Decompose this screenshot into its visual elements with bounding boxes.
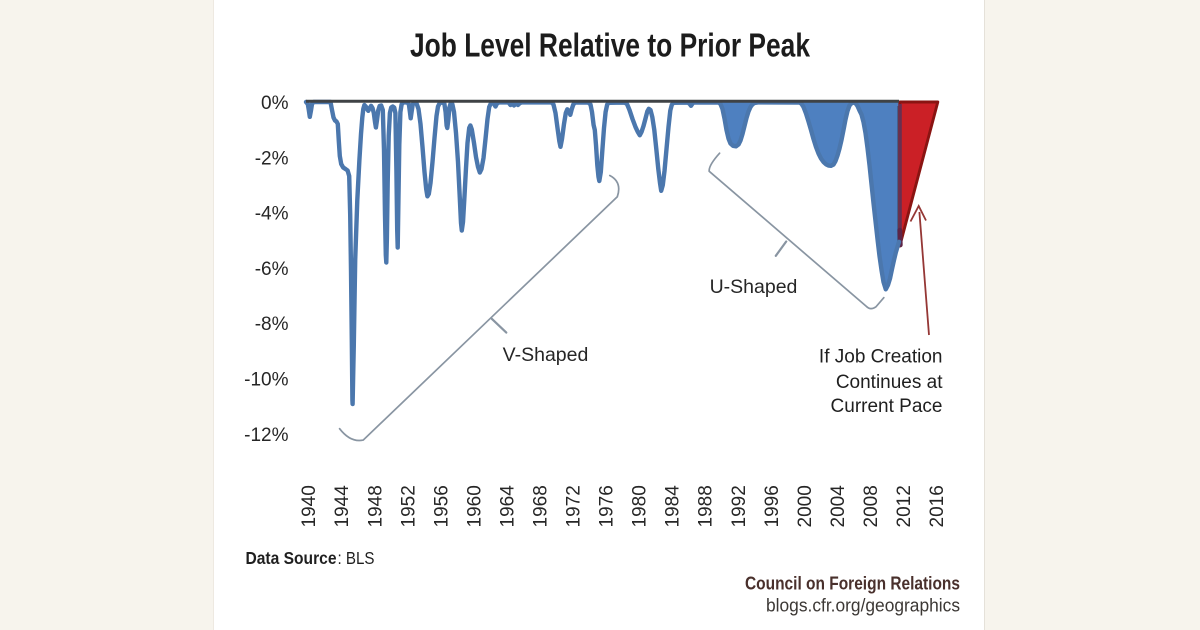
svg-text:-2%: -2% — [255, 148, 289, 169]
svg-text:2008: 2008 — [861, 485, 882, 527]
svg-text:1976: 1976 — [597, 485, 618, 527]
svg-text:0%: 0% — [261, 93, 289, 114]
svg-text:1996: 1996 — [762, 485, 783, 527]
svg-text:Continues at: Continues at — [836, 372, 943, 393]
svg-text:2016: 2016 — [927, 485, 948, 527]
svg-text:If Job Creation: If Job Creation — [819, 347, 943, 368]
svg-text:1948: 1948 — [365, 485, 386, 527]
svg-text:2004: 2004 — [828, 485, 849, 528]
svg-text:1984: 1984 — [663, 485, 684, 528]
svg-text:U-Shaped: U-Shaped — [710, 276, 798, 298]
svg-text:V-Shaped: V-Shaped — [503, 344, 589, 366]
svg-text:1980: 1980 — [630, 485, 651, 527]
svg-text:2012: 2012 — [894, 485, 915, 527]
svg-text:1968: 1968 — [531, 485, 552, 527]
svg-text:1988: 1988 — [696, 485, 717, 527]
svg-text:Council on Foreign Relations: Council on Foreign Relations — [745, 574, 960, 594]
svg-text:-12%: -12% — [244, 425, 288, 446]
svg-text:1964: 1964 — [498, 485, 519, 528]
svg-text:2000: 2000 — [795, 485, 816, 527]
svg-text:-6%: -6% — [255, 259, 289, 280]
svg-text:1992: 1992 — [729, 485, 750, 527]
svg-text:1944: 1944 — [332, 485, 353, 528]
svg-text:1956: 1956 — [431, 485, 452, 527]
svg-text:-10%: -10% — [244, 370, 288, 391]
svg-text:Current Pace: Current Pace — [831, 396, 943, 417]
svg-text:Job Level Relative to Prior Pe: Job Level Relative to Prior Peak — [410, 27, 811, 64]
svg-text:1940: 1940 — [299, 485, 320, 527]
svg-text:blogs.cfr.org/geographics: blogs.cfr.org/geographics — [766, 596, 960, 616]
svg-text:: BLS: : BLS — [338, 548, 375, 568]
svg-text:1972: 1972 — [564, 485, 585, 527]
svg-text:-8%: -8% — [255, 314, 289, 335]
svg-text:1952: 1952 — [398, 485, 419, 527]
svg-text:-4%: -4% — [255, 204, 289, 225]
svg-text:1960: 1960 — [464, 485, 485, 527]
svg-text:Data Source: Data Source — [246, 548, 337, 568]
